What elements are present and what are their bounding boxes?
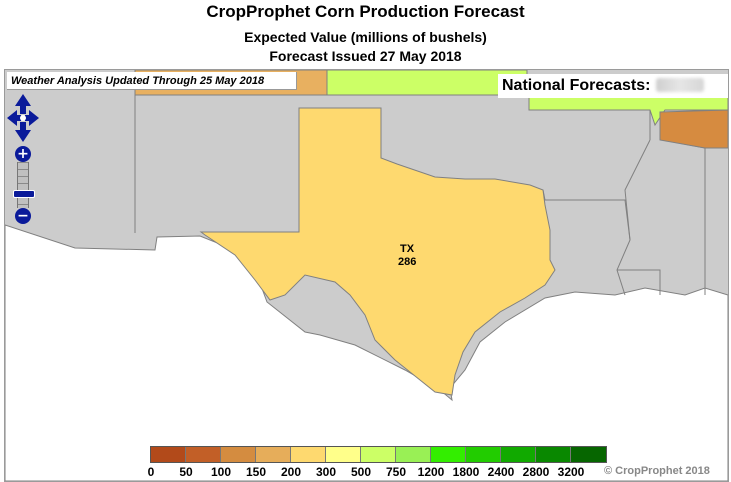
- legend-swatch: [396, 447, 431, 462]
- legend-swatch: [221, 447, 256, 462]
- legend-bar: [150, 446, 607, 463]
- pan-right-icon[interactable]: [25, 110, 39, 126]
- legend-tick-label: 2400: [487, 465, 515, 479]
- legend-ticks: 0 50 100 150 200 300 500 750 1200 1800 2400 2800 320…: [147, 465, 650, 479]
- legend-swatch: [571, 447, 606, 462]
- map-canvas[interactable]: TX 286: [5, 70, 728, 481]
- legend-swatch: [536, 447, 571, 462]
- legend-swatch: [466, 447, 501, 462]
- state-green-top: [326, 70, 528, 96]
- legend-swatch: [186, 447, 221, 462]
- zoom-slider-handle[interactable]: [13, 190, 35, 198]
- legend-swatch: [291, 447, 326, 462]
- legend-tick-label: 1800: [452, 465, 480, 479]
- legend-tick-label: 0: [147, 465, 155, 479]
- zoom-track[interactable]: [17, 162, 29, 208]
- map-nav-control[interactable]: + −: [7, 94, 41, 229]
- legend-tick-label: 2800: [522, 465, 550, 479]
- page-title: CropProphet Corn Production Forecast: [206, 2, 525, 21]
- legend-tick-label: 3200: [557, 465, 585, 479]
- map-viewport[interactable]: TX 286 Weather Analysis Updated Through …: [4, 69, 729, 482]
- legend-tick-label: 200: [280, 465, 302, 479]
- legend-tick-label: 750: [385, 465, 407, 479]
- zoom-in-button[interactable]: +: [15, 146, 31, 162]
- zoom-out-button[interactable]: −: [15, 208, 31, 224]
- legend-swatch: [361, 447, 396, 462]
- legend-tick-label: 300: [315, 465, 337, 479]
- legend-swatch: [326, 447, 361, 462]
- state-value-tx: 286: [398, 256, 416, 268]
- pan-down-icon[interactable]: [15, 122, 31, 142]
- legend-tick-label: 1200: [417, 465, 445, 479]
- color-legend: 0 50 100 150 200 300 500 750 1200 1800 2400 2800 320…: [148, 446, 607, 479]
- state-label-tx: TX: [400, 243, 415, 255]
- legend-swatch: [256, 447, 291, 462]
- pan-center-icon: [20, 115, 26, 121]
- legend-tick-label: 100: [210, 465, 232, 479]
- pan-arrows-icon[interactable]: [7, 94, 41, 142]
- forecast-issued-date: Forecast Issued 27 May 2018: [269, 48, 462, 64]
- legend-tick-label: 500: [350, 465, 372, 479]
- legend-tick-label: 150: [245, 465, 267, 479]
- legend-swatch: [151, 447, 186, 462]
- copyright-notice: © CropProphet 2018: [604, 465, 710, 477]
- national-forecast-value-redacted: [656, 78, 705, 92]
- national-forecasts-label: National Forecasts:: [502, 77, 651, 94]
- pan-left-icon[interactable]: [7, 110, 21, 126]
- legend-tick-label: 50: [179, 465, 193, 479]
- page-subtitle: Expected Value (millions of bushels): [244, 29, 487, 45]
- legend-swatch: [501, 447, 536, 462]
- state-texas[interactable]: [199, 107, 556, 396]
- legend-swatch: [431, 447, 466, 462]
- weather-analysis-banner: Weather Analysis Updated Through 25 May …: [7, 72, 297, 90]
- pan-up-icon[interactable]: [15, 94, 31, 114]
- state-brown-right: [659, 109, 728, 149]
- national-forecasts-panel: National Forecasts:: [498, 74, 728, 98]
